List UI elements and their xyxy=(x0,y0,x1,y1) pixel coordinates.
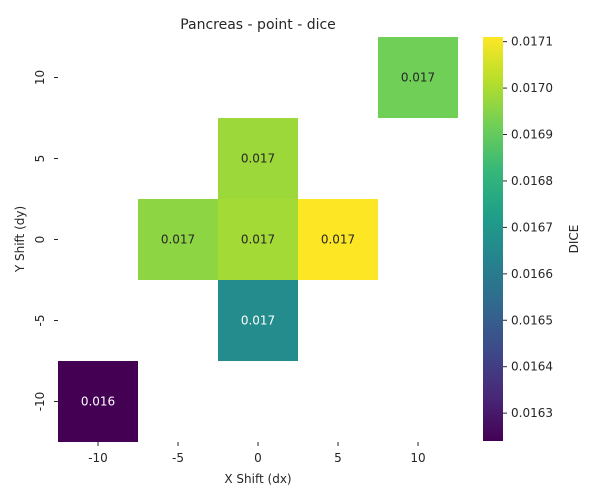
y-tick-label: 10 xyxy=(33,70,47,85)
colorbar-tick-label: 0.0164 xyxy=(511,360,553,374)
y-tick-label: 0 xyxy=(33,236,47,244)
x-tick-label: 10 xyxy=(410,451,425,465)
heatmap-cell xyxy=(378,37,458,118)
heatmap-cell xyxy=(298,199,378,280)
cell-value-label: 0.017 xyxy=(241,314,275,328)
cell-value-label: 0.017 xyxy=(241,152,275,166)
x-tick-label: 5 xyxy=(334,451,342,465)
heatmap-cell xyxy=(138,199,218,280)
colorbar-tick-label: 0.0171 xyxy=(511,35,553,49)
colorbar: 0.0163 0.0164 0.0165 0.0166 0.0167 0.0168 0.01… xyxy=(483,35,553,441)
heatmap-cell xyxy=(218,118,298,199)
colorbar-tick-label: 0.0165 xyxy=(511,313,553,327)
cell-value-label: 0.017 xyxy=(321,233,355,247)
heatmap-cell xyxy=(58,361,138,442)
x-axis-title: X Shift (dx) xyxy=(224,472,291,486)
colorbar-tick-label: 0.0170 xyxy=(511,81,553,95)
colorbar-tick-label: 0.0169 xyxy=(511,128,553,142)
colorbar-tick-label: 0.0167 xyxy=(511,220,553,234)
y-axis: 10 5 0 -5 -10 xyxy=(33,70,58,411)
colorbar-gradient xyxy=(483,37,503,441)
cell-value-label: 0.017 xyxy=(161,233,195,247)
cell-value-label: 0.017 xyxy=(241,233,275,247)
colorbar-tick-label: 0.0168 xyxy=(511,174,553,188)
y-axis-title: Y Shift (dy) xyxy=(13,206,27,273)
heatmap-cell xyxy=(218,280,298,361)
x-axis: -10 -5 0 5 10 xyxy=(88,442,426,465)
y-tick-label: -10 xyxy=(33,392,47,412)
cell-value-label: 0.017 xyxy=(401,71,435,85)
chart-title: Pancreas - point - dice xyxy=(180,17,336,33)
x-tick-label: -10 xyxy=(88,451,108,465)
heatmap-cells: 0.017 0.017 0.017 0.017 0.017 0.017 0.016 xyxy=(58,37,458,442)
cell-value-label: 0.016 xyxy=(81,395,115,409)
x-tick-label: 0 xyxy=(254,451,262,465)
y-tick-label: -5 xyxy=(33,315,47,327)
x-tick-label: -5 xyxy=(172,451,184,465)
colorbar-title: DICE xyxy=(567,225,581,254)
heatmap-cell xyxy=(218,199,298,280)
colorbar-tick-label: 0.0166 xyxy=(511,267,553,281)
y-tick-label: 5 xyxy=(33,155,47,163)
colorbar-tick-label: 0.0163 xyxy=(511,406,553,420)
